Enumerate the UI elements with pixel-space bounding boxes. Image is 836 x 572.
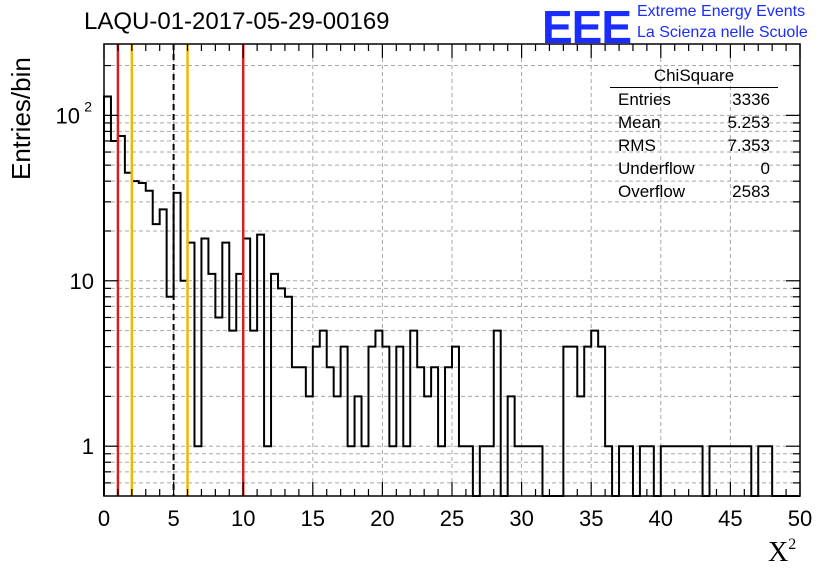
y-axis-label: Entries/bin (6, 57, 36, 180)
stats-value: 2583 (732, 182, 770, 201)
logo-line-1: Extreme Energy Events (637, 3, 806, 20)
stats-label: Overflow (618, 182, 686, 201)
x-tick-label: 40 (649, 506, 673, 531)
stats-value: 5.253 (727, 113, 770, 132)
histogram-outline (103, 95, 800, 497)
stats-label: Mean (618, 113, 661, 132)
x-axis-label-sup: 2 (788, 536, 797, 553)
stats-row: Entries 3336 (610, 90, 778, 113)
stats-row: RMS 7.353 (610, 136, 778, 159)
logo-line-2: La Scienza nelle Scuole (637, 24, 808, 41)
y-tick-label: 10 (56, 103, 80, 128)
x-tick-label: 15 (301, 506, 325, 531)
stats-row: Underflow 0 (610, 159, 778, 182)
stats-value: 0 (760, 159, 770, 178)
stats-label: Underflow (618, 159, 695, 178)
x-tick-label: 5 (167, 506, 179, 531)
stats-row: Overflow 2583 (610, 182, 778, 205)
x-tick-label: 10 (231, 506, 255, 531)
x-tick-label: 30 (509, 506, 533, 531)
stats-value: 7.353 (727, 136, 770, 155)
x-tick-label: 45 (718, 506, 742, 531)
y-tick-label: 1 (82, 434, 94, 459)
x-axis-label: X2 (768, 536, 796, 569)
x-tick-label: 25 (440, 506, 464, 531)
y-tick-label: 10 (70, 269, 94, 294)
eee-logo: EEE (542, 1, 632, 53)
stats-row: Mean 5.253 (610, 113, 778, 136)
stats-label: Entries (618, 90, 671, 109)
x-tick-label: 0 (98, 506, 110, 531)
stats-title: ChiSquare (610, 66, 778, 88)
x-tick-label: 50 (788, 506, 812, 531)
chart-title: LAQU-01-2017-05-29-00169 (84, 8, 390, 35)
stats-label: RMS (618, 136, 656, 155)
stats-value: 3336 (732, 90, 770, 109)
stats-box: ChiSquare Entries 3336 Mean 5.253 RMS 7.… (610, 66, 778, 205)
x-tick-label: 20 (370, 506, 394, 531)
y-tick-label-exponent: 2 (84, 98, 92, 114)
x-tick-label: 35 (579, 506, 603, 531)
x-axis-label-base: X (768, 537, 789, 568)
